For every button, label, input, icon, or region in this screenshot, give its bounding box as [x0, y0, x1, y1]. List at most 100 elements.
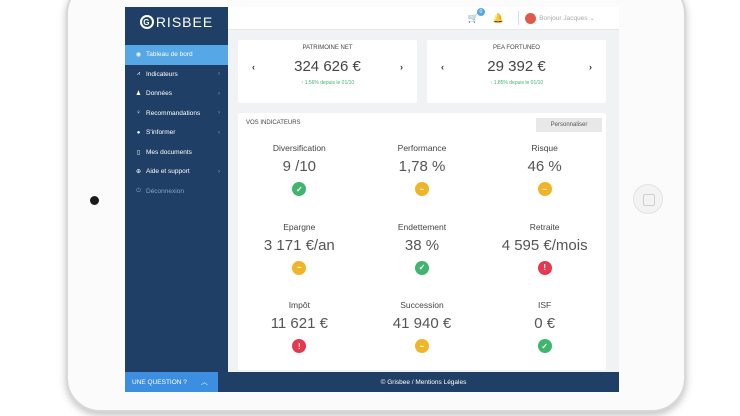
sidebar-item-aide-et-support[interactable]: ⊕ Aide et support ›	[125, 162, 228, 182]
indicator-0[interactable]: Diversification 9 /10 ✓	[238, 143, 361, 222]
indicator-name: Epargne	[283, 221, 316, 232]
power-icon: ⏻	[136, 187, 141, 194]
indicators-grid: Diversification 9 /10 ✓ Performance 1,78 % ~ R…	[238, 143, 606, 379]
card-value: 29 392 €	[487, 58, 546, 75]
logo-mark: G	[139, 15, 154, 29]
footer: © Grisbee / Mentions Légales	[228, 372, 619, 392]
users-icon: ♟	[135, 91, 142, 98]
chevron-right-icon: ›	[218, 110, 220, 117]
indicators-panel: VOS INDICATEURS Personnaliser Diversific…	[238, 113, 606, 370]
indicator-5[interactable]: Retraite 4 595 €/mois!	[483, 222, 606, 301]
alert-icon: !	[537, 260, 552, 275]
indicator-name: Risque	[531, 143, 558, 153]
avatar[interactable]	[525, 12, 537, 24]
sidebar-menu: ◉ Tableau de bord ⩘ Indicateurs › ♟ Données › ♀ R…	[125, 45, 228, 201]
question-label: UNE QUESTION ?	[132, 378, 187, 386]
topbar-divider	[518, 11, 520, 25]
sidebar-item-label: S'informer	[146, 129, 176, 137]
alert-icon: !	[292, 339, 307, 353]
user-greeting: Bonjour Jacques	[539, 15, 588, 22]
card-change: ↑ 1.85% depuis le 01/10	[489, 80, 544, 86]
neutral-icon: ~	[414, 339, 429, 353]
sidebar-item-label: Données	[146, 90, 173, 98]
indicator-value: 3 171 €/an	[263, 236, 335, 254]
card-title: PEA FORTUNEO	[493, 45, 540, 51]
indicator-3[interactable]: Epargne 3 171 €/an ~	[238, 222, 361, 301]
chevron-up-icon: ︿	[200, 379, 208, 386]
app-screen: G RISBEE ◉ Tableau de bord ⩘ Indicateurs › ♟ D…	[125, 7, 619, 392]
user-menu[interactable]: Bonjour Jacques ⌄	[539, 14, 595, 22]
sidebar-item-label: Aide et support	[146, 168, 190, 176]
chevron-right-icon: ›	[218, 90, 220, 97]
chevron-down-icon: ⌄	[589, 15, 595, 22]
customize-button[interactable]: Personnaliser	[536, 118, 602, 132]
indicator-4[interactable]: Endettement 38 % ✓	[361, 222, 484, 301]
sidebar-item-label: Tableau de bord	[146, 51, 193, 59]
sidebar-item-données[interactable]: ♟ Données ›	[125, 84, 228, 104]
indicator-name: ISF	[538, 300, 552, 310]
card-pea: PEA FORTUNEO ‹ 29 392 € › ↑ 1.85% depuis…	[427, 40, 606, 103]
indicator-value: 1,78 %	[398, 158, 446, 175]
card-change-text: 1.56% depuis le 01/10	[304, 80, 355, 86]
indicator-value: 41 940 €	[392, 315, 452, 332]
sidebar-item-déconnexion[interactable]: ⏻ Déconnexion	[125, 182, 228, 202]
cart-badge: 0	[476, 7, 485, 16]
support-icon: ⊕	[135, 169, 142, 176]
indicator-1[interactable]: Performance 1,78 % ~	[361, 143, 484, 222]
sidebar: G RISBEE ◉ Tableau de bord ⩘ Indicateurs › ♟ D…	[125, 7, 228, 392]
indicator-name: Impôt	[288, 300, 310, 310]
indicator-name: Retraite	[529, 221, 560, 232]
indicator-value: 46 %	[527, 158, 562, 175]
indicator-value: 4 595 €/mois	[501, 236, 588, 254]
footer-links[interactable]: © Grisbee / Mentions Légales	[380, 378, 467, 386]
sidebar-item-label: Recommandations	[146, 109, 201, 117]
check-icon: ✓	[414, 260, 429, 275]
bell-icon[interactable]: 🔔	[492, 12, 505, 23]
topbar: 🛒 0 🔔 Bonjour Jacques ⌄	[228, 7, 619, 30]
chart-icon: ⩘	[136, 70, 141, 77]
indicator-name: Endettement	[397, 221, 447, 232]
sidebar-item-label: Mes documents	[146, 148, 192, 156]
sidebar-item-indicateurs[interactable]: ⩘ Indicateurs ›	[125, 65, 228, 85]
indicator-6[interactable]: Impôt 11 621 €!	[238, 300, 361, 379]
card-change: ↑ 1.56% depuis le 01/10	[300, 80, 355, 86]
sidebar-item-mes-documents[interactable]: ▯ Mes documents	[125, 143, 228, 163]
indicator-7[interactable]: Succession 41 940 € ~	[361, 300, 484, 379]
indicator-name: Succession	[400, 300, 444, 310]
card-change-text: 1.85% depuis le 01/10	[493, 80, 544, 86]
sidebar-item-s-informer[interactable]: ● S'informer ›	[125, 123, 228, 143]
sidebar-item-label: Indicateurs	[146, 70, 178, 78]
cart-icon[interactable]: 🛒 0	[468, 7, 485, 24]
sidebar-item-tableau-de-bord[interactable]: ◉ Tableau de bord	[125, 45, 228, 65]
lightbulb-icon: ♀	[136, 110, 141, 117]
neutral-icon: ~	[537, 182, 552, 196]
indicators-title: VOS INDICATEURS	[246, 120, 301, 126]
sidebar-item-recommandations[interactable]: ♀ Recommandations ›	[125, 104, 228, 124]
dashboard-icon: ◉	[135, 52, 142, 59]
prev-arrow-icon[interactable]: ‹	[441, 61, 444, 72]
next-arrow-icon[interactable]: ›	[399, 61, 403, 72]
indicator-8[interactable]: ISF 0 € ✓	[483, 300, 606, 379]
neutral-icon: ~	[414, 182, 429, 196]
indicator-name: Performance	[397, 143, 447, 153]
chevron-right-icon: ›	[218, 71, 220, 78]
logo-text: RISBEE	[155, 14, 214, 30]
card-title: PATRIMOINE NET	[302, 45, 353, 51]
next-arrow-icon[interactable]: ›	[588, 61, 592, 72]
check-icon: ✓	[292, 182, 307, 196]
card-value: 324 626 €	[294, 58, 361, 75]
card-patrimoine: PATRIMOINE NET ‹ 324 626 € › ↑ 1.56% dep…	[238, 40, 417, 103]
prev-arrow-icon[interactable]: ‹	[252, 61, 255, 72]
document-icon: ▯	[136, 149, 141, 156]
indicator-value: 38 %	[404, 236, 440, 254]
question-button[interactable]: UNE QUESTION ? ︿	[125, 372, 218, 392]
chevron-right-icon: ›	[218, 129, 220, 136]
neutral-icon: ~	[292, 260, 307, 275]
home-button[interactable]	[633, 184, 663, 214]
indicator-value: 0 €	[534, 315, 556, 332]
indicator-value: 11 621 €	[270, 315, 328, 332]
logo[interactable]: G RISBEE	[125, 7, 228, 37]
check-icon: ✓	[537, 339, 552, 353]
chevron-right-icon: ›	[218, 168, 220, 175]
indicator-2[interactable]: Risque 46 % ~	[483, 143, 606, 222]
